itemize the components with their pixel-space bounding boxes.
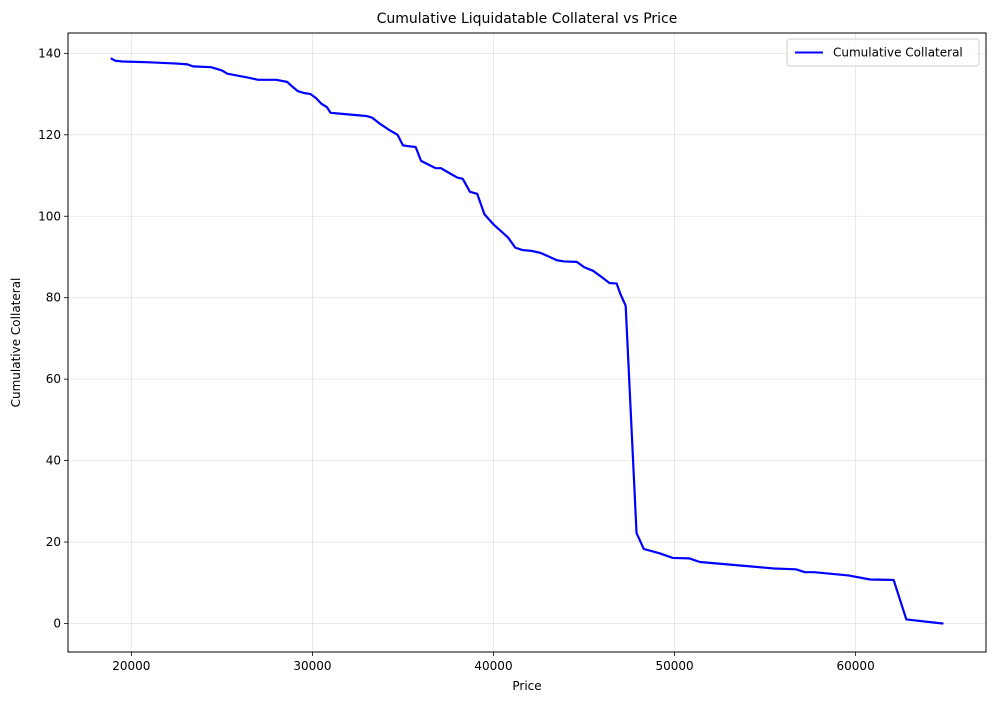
y-tick-label: 140 <box>38 46 61 60</box>
y-tick-label: 40 <box>46 454 61 468</box>
y-tick-label: 0 <box>53 616 61 630</box>
y-axis-label: Cumulative Collateral <box>9 278 23 408</box>
y-tick-label: 60 <box>46 372 61 386</box>
legend-label: Cumulative Collateral <box>833 46 963 60</box>
legend: Cumulative Collateral <box>786 38 980 67</box>
chart-title: Cumulative Liquidatable Collateral vs Pr… <box>377 11 678 27</box>
data-layer <box>110 57 944 625</box>
plot-frame <box>67 32 987 653</box>
x-tick-label: 30000 <box>293 659 331 673</box>
axis-layer: 20000 30000 40000 50000 60000 0 20 40 60 80 100 120… <box>38 46 875 673</box>
x-axis-label: Price <box>512 679 541 693</box>
y-tick-label: 120 <box>38 128 61 142</box>
y-tick-label: 80 <box>46 291 61 305</box>
x-tick-label: 60000 <box>837 659 875 673</box>
y-tick-label: 100 <box>38 209 61 223</box>
x-tick-label: 50000 <box>655 659 693 673</box>
x-tick-label: 20000 <box>112 659 150 673</box>
y-tick-label: 20 <box>46 535 61 549</box>
x-tick-label: 40000 <box>474 659 512 673</box>
legend-box <box>786 38 980 67</box>
series-line-cumulative-collateral <box>110 57 944 625</box>
